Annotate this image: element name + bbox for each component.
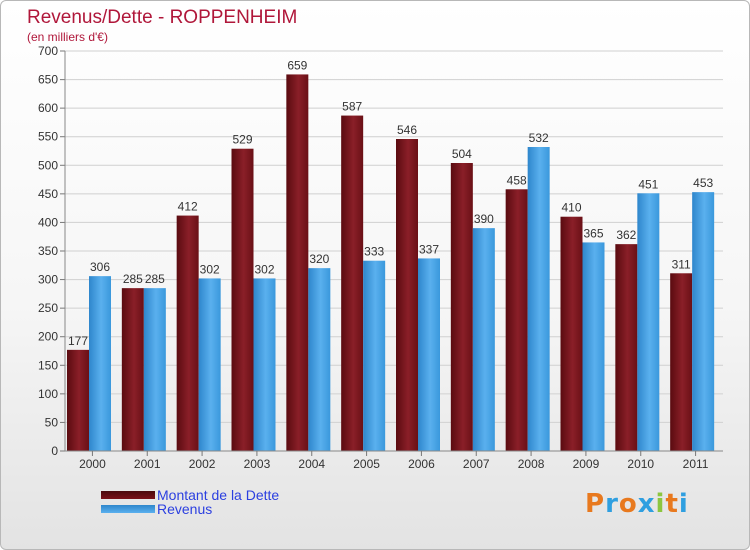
data-label-revenue: 451	[638, 177, 658, 191]
bar-debt	[121, 288, 144, 451]
bar-revenue	[692, 192, 715, 451]
bar-revenue	[89, 276, 111, 451]
y-tick-label: 700	[38, 44, 58, 58]
data-label-revenue: 453	[693, 176, 713, 190]
data-label-revenue: 302	[200, 262, 220, 276]
x-tick-label: 2003	[244, 457, 271, 471]
y-tick-label: 450	[38, 187, 58, 201]
x-tick-label: 2001	[134, 457, 161, 471]
data-label-revenue: 333	[364, 245, 384, 259]
y-tick-label: 350	[38, 244, 58, 258]
bar-debt	[505, 189, 528, 452]
x-tick-label: 2008	[518, 457, 545, 471]
y-tick-label: 200	[38, 330, 58, 344]
logo-letter: x	[637, 489, 656, 519]
data-label-debt: 311	[672, 257, 691, 271]
data-label-debt: 529	[232, 133, 252, 147]
y-tick-label: 600	[38, 101, 58, 115]
legend-label-revenue: Revenus	[157, 501, 213, 517]
data-label-debt: 285	[123, 272, 143, 286]
x-tick-label: 2005	[353, 457, 380, 471]
bar-debt	[615, 244, 638, 451]
data-label-debt: 410	[561, 201, 581, 215]
logo-letter: P	[585, 489, 606, 519]
data-label-debt: 458	[507, 173, 527, 187]
bar-debt	[176, 215, 199, 451]
x-tick-label: 2000	[79, 457, 106, 471]
logo-letter: i	[655, 489, 666, 519]
x-tick-label: 2010	[627, 457, 654, 471]
data-label-revenue: 320	[309, 252, 329, 266]
y-tick-label: 0	[51, 444, 58, 458]
logo-letter: r	[605, 489, 619, 519]
gridlines	[65, 50, 723, 452]
data-label-revenue: 532	[529, 131, 549, 145]
logo-letter: t	[665, 489, 679, 519]
bar-revenue	[582, 242, 605, 451]
data-label-debt: 412	[178, 200, 198, 214]
y-tick-label: 150	[38, 358, 58, 372]
bar-debt	[341, 115, 364, 452]
legend-item-revenue: Revenus	[101, 501, 212, 517]
x-tick-label: 2006	[408, 457, 435, 471]
bar-debt	[286, 74, 309, 451]
data-label-debt: 659	[287, 58, 307, 72]
proxiti-logo: Proxiti	[585, 489, 689, 519]
bar-revenue	[527, 147, 550, 451]
legend-item-debt: Montant de la Dette	[101, 487, 279, 503]
bar-revenue	[637, 193, 660, 452]
bar-revenue	[308, 268, 331, 451]
data-label-debt: 546	[397, 123, 417, 137]
bar-revenue	[198, 278, 221, 451]
bar-debt	[396, 139, 418, 451]
data-label-debt: 362	[616, 228, 636, 242]
x-tick-label: 2011	[683, 457, 709, 471]
y-tick-label: 100	[38, 387, 58, 401]
bar-revenue	[143, 288, 166, 451]
y-tick-label: 650	[38, 73, 58, 87]
legend-label-debt: Montant de la Dette	[157, 487, 280, 503]
x-tick-label: 2002	[189, 457, 216, 471]
bars	[67, 74, 715, 452]
chart-subtitle: (en milliers d'€)	[27, 30, 108, 44]
y-tick-label: 250	[38, 301, 58, 315]
data-label-debt: 177	[68, 334, 88, 348]
bar-revenue	[363, 260, 386, 451]
bar-debt	[450, 163, 473, 451]
chart-title: Revenus/Dette - ROPPENHEIM	[27, 7, 298, 28]
legend-swatch-revenue	[101, 505, 155, 513]
x-tick-label: 2009	[573, 457, 600, 471]
y-tick-label: 300	[38, 273, 58, 287]
bar-debt	[670, 273, 693, 451]
data-label-revenue: 302	[254, 262, 274, 276]
logo-letter: i	[678, 489, 689, 519]
bar-debt	[560, 216, 583, 451]
data-label-debt: 504	[452, 147, 472, 161]
data-label-debt: 587	[342, 100, 362, 114]
axes: 0 50 100 150 200 250 300 350 400 450 500 550 600 650 7…	[38, 44, 723, 471]
bar-debt	[231, 148, 254, 451]
y-tick-label: 400	[38, 215, 58, 229]
data-label-revenue: 365	[583, 226, 603, 240]
bar-revenue	[418, 258, 440, 451]
y-tick-label: 50	[45, 415, 59, 429]
bar-revenue	[253, 278, 276, 451]
x-tick-label: 2007	[463, 457, 490, 471]
data-labels: 177 306 285 285 412 302 529 302 659 320 587 333 546 3…	[68, 58, 714, 347]
legend-swatch-debt	[101, 491, 155, 499]
bar-revenue	[472, 228, 495, 451]
y-tick-label: 500	[38, 158, 58, 172]
x-tick-label: 2004	[298, 457, 325, 471]
data-label-revenue: 306	[90, 260, 110, 274]
data-label-revenue: 390	[474, 212, 494, 226]
data-label-revenue: 337	[419, 242, 439, 256]
y-tick-label: 550	[38, 130, 58, 144]
data-label-revenue: 285	[145, 272, 165, 286]
logo-letter: o	[618, 489, 638, 519]
bar-debt	[67, 349, 89, 451]
